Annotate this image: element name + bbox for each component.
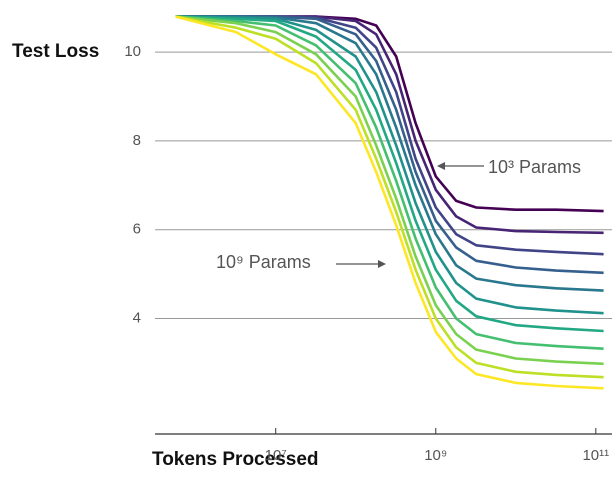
y-tick-label: 8	[133, 132, 141, 149]
loss-curve	[175, 15, 604, 315]
x-axis-label: Tokens Processed	[152, 449, 319, 470]
y-axis-label: Test Loss	[12, 41, 99, 62]
loss-curve	[175, 15, 604, 390]
y-tick-label: 10	[124, 43, 141, 60]
plot-area	[155, 15, 612, 390]
annotation: 10³ Params	[488, 157, 581, 177]
arrow-head	[437, 162, 445, 170]
y-tick-label: 6	[133, 221, 141, 238]
loss-curve	[175, 15, 604, 350]
loss-curve	[175, 15, 604, 333]
y-tick-label: 4	[133, 310, 141, 327]
x-tick-label: 10¹¹	[582, 447, 609, 464]
loss-curve	[175, 15, 604, 292]
loss-curve	[175, 15, 604, 275]
x-tick-label: 10⁷	[265, 447, 287, 464]
loss-curve	[175, 15, 604, 366]
arrow-head	[378, 260, 386, 268]
annotation: 10⁹ Params	[216, 252, 311, 272]
loss-curve	[175, 15, 604, 379]
x-tick-label: 10⁹	[424, 447, 447, 464]
